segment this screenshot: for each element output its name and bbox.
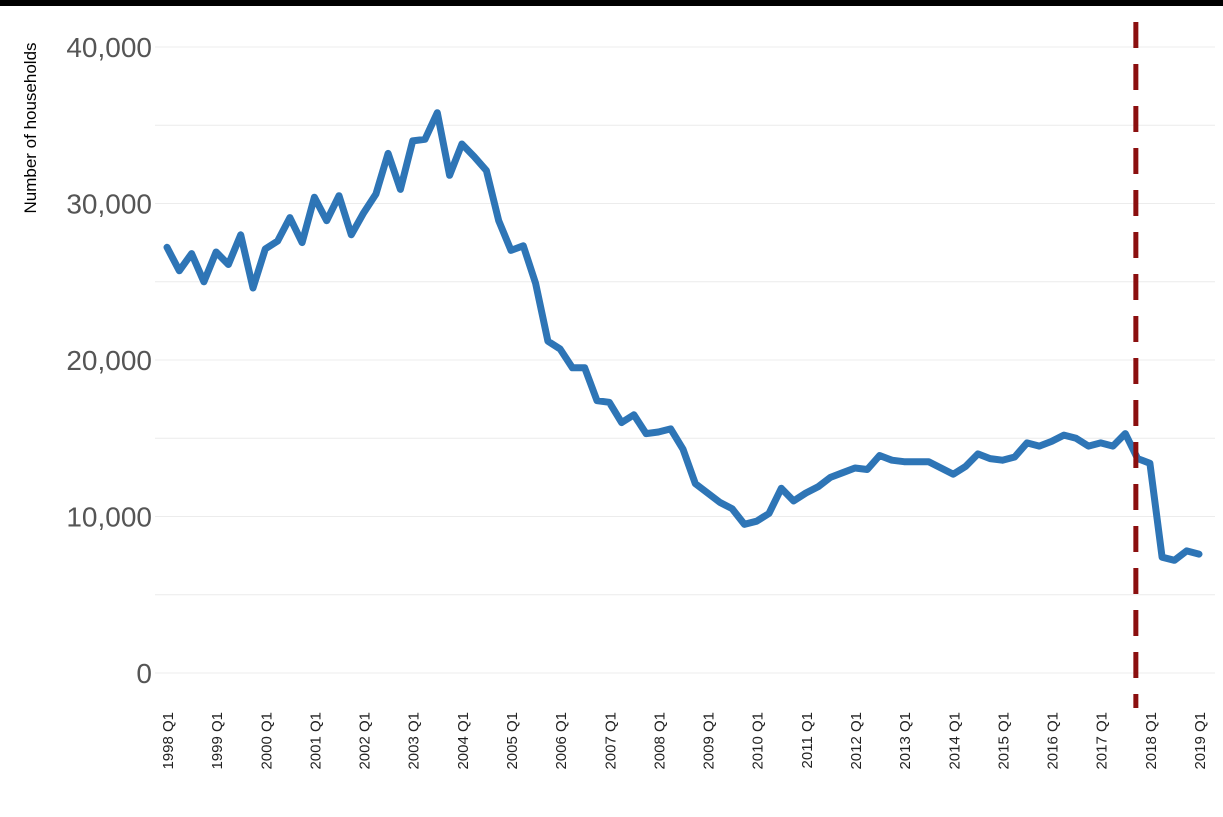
y-tick-label: 40,000 [66,32,152,63]
y-axis-label: Number of households [21,42,40,213]
x-tick-label: 2006 Q1 [553,712,570,770]
gridlines [155,46,1215,674]
x-tick-label: 2014 Q1 [946,712,963,770]
x-tick-label: 2015 Q1 [995,712,1012,770]
x-tick-label: 2019 Q1 [1192,712,1209,770]
x-tick-label: 2010 Q1 [750,712,767,770]
x-tick-label: 2002 Q1 [357,712,374,770]
x-tick-label: 2003 Q1 [406,712,423,770]
x-tick-label: 2018 Q1 [1143,712,1160,770]
x-tick-label: 2005 Q1 [504,712,521,770]
y-tick-label: 0 [136,658,152,689]
x-tick-label: 2016 Q1 [1045,712,1062,770]
top-border [0,0,1223,6]
y-tick-label: 20,000 [66,345,152,376]
y-tick-label: 10,000 [66,502,152,533]
x-tick-label: 2007 Q1 [602,712,619,770]
x-tick-label: 2004 Q1 [455,712,472,770]
x-tick-label: 2009 Q1 [701,712,718,770]
x-tick-label: 2011 Q1 [799,712,816,768]
x-tick-label: 2013 Q1 [897,712,914,770]
y-axis-ticks: 0 10,000 20,000 30,000 40,000 [66,32,152,689]
x-tick-label: 2000 Q1 [258,712,275,770]
x-tick-label: 2017 Q1 [1094,712,1111,770]
x-tick-label: 1999 Q1 [209,712,226,770]
x-axis-ticks: 1998 Q1 1999 Q1 2000 Q1 2001 Q1 2002 Q1 2003 … [160,712,1209,770]
x-tick-label: 2001 Q1 [307,712,324,770]
x-tick-label: 2008 Q1 [651,712,668,770]
series-line [163,109,1203,564]
x-tick-label: 1998 Q1 [160,712,177,770]
y-tick-label: 30,000 [66,189,152,220]
x-tick-label: 2012 Q1 [848,712,865,770]
